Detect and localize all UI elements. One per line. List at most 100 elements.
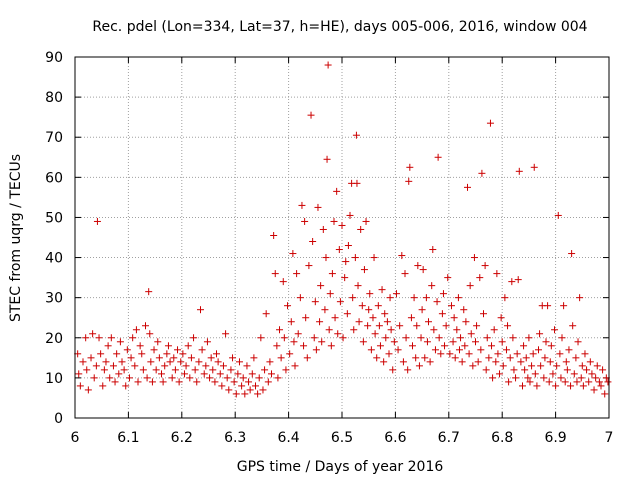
data-point <box>113 350 121 358</box>
data-point <box>305 262 313 270</box>
data-point <box>480 310 488 318</box>
data-point <box>139 366 147 374</box>
data-point <box>89 330 97 338</box>
data-point <box>447 302 455 310</box>
data-point <box>547 342 555 350</box>
data-point <box>245 378 253 386</box>
data-point <box>141 322 149 330</box>
data-point <box>289 250 297 258</box>
chart-title: Rec. pdel (Lon=334, Lat=37, h=HE), days … <box>92 19 587 35</box>
data-point <box>579 382 587 390</box>
data-point <box>492 358 500 366</box>
data-point <box>458 358 466 366</box>
data-point <box>120 366 128 374</box>
data-point <box>246 386 254 394</box>
data-point <box>438 310 446 318</box>
data-point <box>154 338 162 346</box>
x-tick-label: 7 <box>605 430 614 446</box>
data-point <box>439 290 447 298</box>
data-point <box>190 334 198 342</box>
data-point <box>323 155 331 163</box>
y-tick-label: 10 <box>45 371 63 387</box>
data-point <box>216 370 224 378</box>
data-point <box>576 294 584 302</box>
data-point <box>198 346 206 354</box>
data-point <box>343 310 351 318</box>
x-tick-label: 6 <box>71 430 80 446</box>
x-tick-label: 6.2 <box>171 430 193 446</box>
data-point <box>486 119 494 127</box>
data-point <box>239 374 247 382</box>
data-point <box>127 354 135 362</box>
y-tick-label: 40 <box>45 251 63 267</box>
data-point <box>276 326 284 334</box>
data-point <box>351 254 359 262</box>
data-point <box>554 211 562 219</box>
data-point <box>405 177 413 185</box>
data-point <box>273 342 281 350</box>
data-point <box>509 334 517 342</box>
data-point <box>129 334 137 342</box>
data-point <box>218 382 226 390</box>
data-point <box>136 342 144 350</box>
data-point <box>380 358 388 366</box>
data-point <box>200 370 208 378</box>
data-point <box>364 322 372 330</box>
data-point <box>530 163 538 171</box>
data-point <box>570 370 578 378</box>
data-point <box>87 354 95 362</box>
data-point <box>254 390 262 398</box>
data-point <box>107 334 115 342</box>
x-tick-label: 6.1 <box>117 430 139 446</box>
data-point <box>359 338 367 346</box>
data-point <box>104 342 112 350</box>
data-point <box>470 254 478 262</box>
x-tick-label: 6.5 <box>331 430 353 446</box>
x-axis-label: GPS time / Days of year 2016 <box>237 459 444 475</box>
data-point <box>376 342 384 350</box>
data-point <box>404 366 412 374</box>
data-point <box>446 350 454 358</box>
data-point <box>373 354 381 362</box>
data-point <box>601 390 609 398</box>
data-point <box>302 314 310 322</box>
data-point <box>478 169 486 177</box>
data-point <box>518 382 526 390</box>
x-tick-label: 6.4 <box>277 430 299 446</box>
data-point <box>465 350 473 358</box>
data-point <box>174 346 182 354</box>
data-point <box>341 274 349 282</box>
data-point <box>435 334 443 342</box>
x-tick-labels: 6 6.1 6.2 6.3 6.4 6.5 6.6 6.7 6.8 6.9 7 <box>71 430 614 446</box>
data-point <box>407 314 415 322</box>
data-point <box>572 354 580 362</box>
data-point <box>542 338 550 346</box>
data-point <box>426 358 434 366</box>
data-point <box>406 163 414 171</box>
data-point <box>314 203 322 211</box>
data-point <box>229 354 237 362</box>
data-point <box>412 354 420 362</box>
data-point <box>312 346 320 354</box>
data-point <box>334 330 342 338</box>
data-point <box>561 378 569 386</box>
data-point <box>331 314 339 322</box>
data-point <box>578 362 586 370</box>
data-point <box>387 326 395 334</box>
data-point <box>328 270 336 278</box>
data-point <box>330 217 338 225</box>
data-point <box>514 276 522 284</box>
data-point <box>537 362 545 370</box>
data-point <box>301 217 309 225</box>
data-point <box>296 294 304 302</box>
data-point <box>453 326 461 334</box>
data-point <box>319 225 327 233</box>
data-point <box>476 274 484 282</box>
y-tick-label: 20 <box>45 331 63 347</box>
data-point <box>238 382 246 390</box>
data-point <box>202 362 210 370</box>
data-point <box>437 350 445 358</box>
data-point <box>225 386 233 394</box>
data-point <box>562 358 570 366</box>
